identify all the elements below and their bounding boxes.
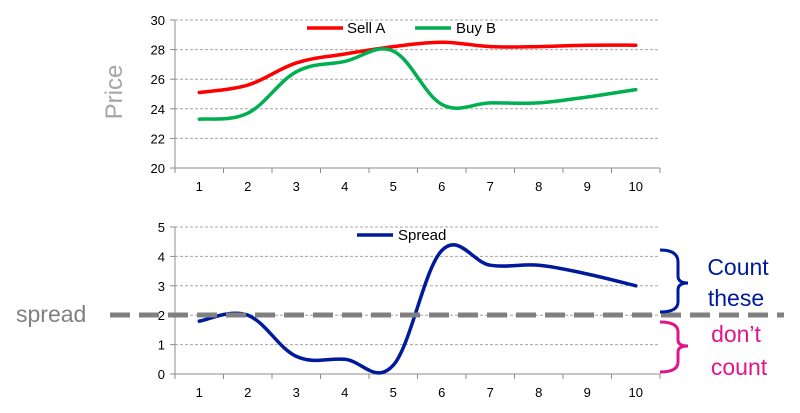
data-point-buy-b-8 [538,102,540,104]
top-y-tick-label: 28 [151,43,165,58]
top-x-tick-label: 3 [293,179,300,194]
bot-x-tick-label: 7 [487,385,494,400]
data-point-spread-7 [489,264,491,266]
data-point-buy-b-6 [441,103,443,105]
series-line-spread [197,243,638,375]
bot-y-tick-label: 5 [158,220,165,235]
spread-chart-x-tick-labels: 1 2 3 4 5 6 7 8 9 10 [196,385,643,400]
price-chart-x-tick-labels: 1 2 3 4 5 6 7 8 9 10 [196,179,643,194]
data-point-buy-b-5 [392,50,394,52]
spread-chart-legend: Spread [357,227,446,244]
data-point-buy-b-7 [489,102,491,104]
bot-y-tick-label: 4 [158,249,165,264]
bot-x-tick-label: 9 [584,385,591,400]
data-point-sell-a-6 [441,41,443,43]
spread-chart-series [197,243,638,375]
top-y-tick-label: 20 [151,161,165,176]
top-y-tick-label: 24 [151,102,165,117]
threshold-label: spread [16,301,86,327]
data-point-sell-a-9 [586,44,588,46]
legend-label-buy-b: Buy B [456,20,496,37]
top-x-tick-label: 6 [438,179,445,194]
data-point-buy-b-4 [344,60,346,62]
data-point-spread-1 [198,320,200,322]
bot-x-tick-label: 1 [196,385,203,400]
data-point-spread-10 [635,285,637,287]
data-point-spread-4 [344,358,346,360]
data-point-buy-b-2 [247,112,249,114]
spread-chart-y-tick-labels: 0 1 2 3 4 5 [158,220,165,382]
price-chart: 20 22 24 26 28 30 1 2 3 4 5 6 7 8 9 10 Price Sell A Bu… [101,13,661,194]
spread-chart-axes [170,226,661,379]
threshold-annotations: spread Count these don’t count [16,248,784,380]
price-axis-label: Price [101,65,128,120]
dont-count-label-line1: don’t [711,321,761,347]
dont-count-bracket [659,320,689,374]
data-point-buy-b-1 [198,118,200,120]
data-point-sell-a-7 [489,45,491,47]
bot-y-tick-label: 1 [158,338,165,353]
data-point-spread-3 [295,355,297,357]
data-point-spread-8 [538,264,540,266]
top-y-tick-label: 30 [151,13,165,28]
data-point-sell-a-10 [635,44,637,46]
data-point-buy-b-9 [586,96,588,98]
count-label-line1: Count [707,254,769,280]
bot-x-tick-label: 5 [390,385,397,400]
top-x-tick-label: 9 [584,179,591,194]
price-chart-series [197,40,638,121]
series-line-sell-a [197,40,638,95]
top-x-tick-label: 2 [244,179,251,194]
bot-y-tick-label: 2 [158,308,165,323]
data-point-spread-2 [247,314,249,316]
data-point-spread-5 [392,364,394,366]
spread-chart-gridlines [175,226,660,346]
bot-x-tick-label: 3 [293,385,300,400]
data-point-sell-a-4 [344,53,346,55]
data-point-spread-9 [586,273,588,275]
data-point-sell-a-5 [392,45,394,47]
spread-chart: 0 1 2 3 4 5 1 2 3 4 5 6 7 8 9 10 Spread [158,220,661,400]
top-y-tick-label: 26 [151,72,165,87]
top-y-tick-label: 22 [151,131,165,146]
top-x-tick-label: 7 [487,179,494,194]
data-point-sell-a-2 [247,84,249,86]
bot-x-tick-label: 8 [535,385,542,400]
count-these-bracket [659,248,689,314]
bot-y-tick-label: 3 [158,279,165,294]
top-x-tick-label: 5 [390,179,397,194]
data-point-sell-a-3 [295,62,297,64]
data-point-spread-6 [441,249,443,251]
top-x-tick-label: 4 [341,179,348,194]
price-chart-legend: Sell A Buy B [307,20,496,37]
bot-x-tick-label: 10 [629,385,643,400]
count-label-line2: these [708,285,764,311]
top-x-tick-label: 10 [629,179,643,194]
price-chart-axes [170,19,661,173]
bot-x-tick-label: 6 [438,385,445,400]
data-point-sell-a-8 [538,45,540,47]
data-point-buy-b-3 [295,71,297,73]
bot-x-tick-label: 2 [244,385,251,400]
dont-count-label-line2: count [711,354,768,380]
legend-label-spread: Spread [398,227,446,244]
bot-y-tick-label: 0 [158,367,165,382]
data-point-sell-a-1 [198,91,200,93]
legend-label-sell-a: Sell A [347,20,385,37]
price-chart-y-tick-labels: 20 22 24 26 28 30 [151,13,165,176]
top-x-tick-label: 1 [196,179,203,194]
bot-x-tick-label: 4 [341,385,348,400]
top-x-tick-label: 8 [535,179,542,194]
data-point-buy-b-10 [635,88,637,90]
series-line-buy-b [197,47,638,121]
